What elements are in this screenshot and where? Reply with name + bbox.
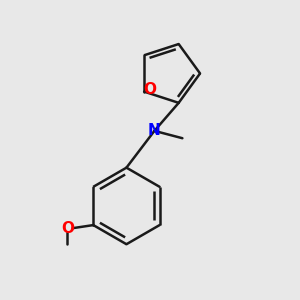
Text: O: O (143, 82, 156, 97)
Text: N: N (148, 123, 161, 138)
Text: O: O (61, 221, 74, 236)
